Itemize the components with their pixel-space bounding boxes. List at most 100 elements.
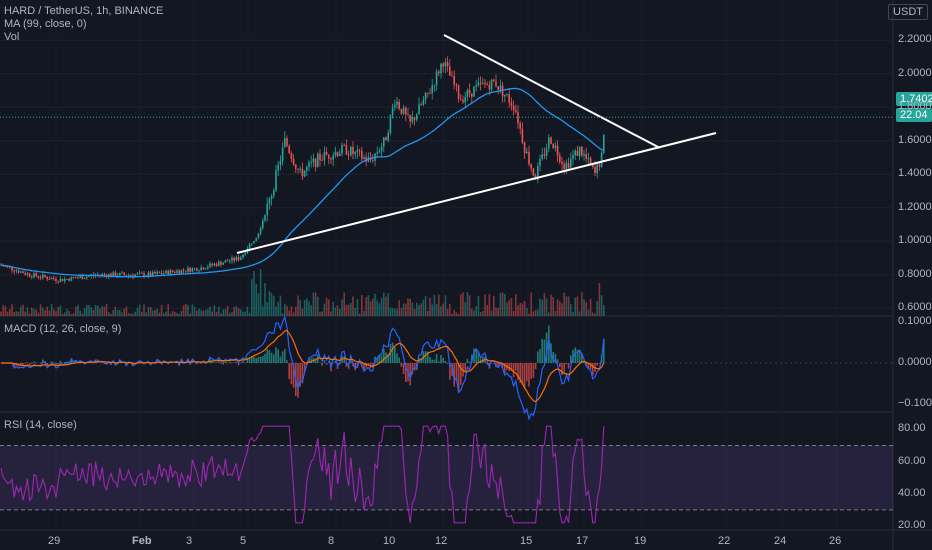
candle-body <box>275 170 277 191</box>
candle-body <box>526 151 528 154</box>
candle-body <box>114 272 117 277</box>
volume-bar <box>112 310 114 316</box>
volume-bar <box>411 302 414 316</box>
volume-bar <box>552 297 554 316</box>
volume-bar <box>325 297 328 316</box>
macd-histogram-bar <box>543 339 546 363</box>
candle-body <box>537 165 539 180</box>
macd-histogram-bar <box>213 362 216 363</box>
macd-histogram-bar <box>383 348 385 363</box>
macd-histogram-bar <box>402 363 405 375</box>
volume-bar <box>90 307 92 316</box>
macd-histogram-bar <box>231 362 233 363</box>
volume-bar <box>508 300 510 316</box>
candle-body <box>361 150 363 159</box>
macd-histogram-bar <box>552 351 554 363</box>
volume-bar <box>374 293 376 316</box>
candle-body <box>77 277 79 279</box>
volume-bar <box>385 296 387 316</box>
last-price-badge: 1.7402 <box>896 92 932 106</box>
candle-body <box>130 274 132 276</box>
macd-histogram-bar <box>218 360 220 363</box>
date-tick-label: 8 <box>328 535 335 547</box>
volume-bar <box>94 304 97 316</box>
volume-bar <box>167 304 169 316</box>
macd-histogram-bar <box>433 359 436 363</box>
volume-bar <box>477 296 480 316</box>
macd-histogram-bar <box>64 361 66 363</box>
volume-bar <box>220 313 222 316</box>
volume-bar <box>418 304 420 316</box>
candle-body <box>11 267 13 271</box>
macd-histogram-bar <box>253 357 255 363</box>
volume-bar <box>286 306 288 316</box>
macd-histogram-bar <box>563 363 565 373</box>
volume-bar <box>66 309 68 316</box>
candle-body <box>61 278 64 282</box>
candle-body <box>418 104 420 115</box>
candle-body <box>336 152 339 157</box>
macd-histogram-bar <box>477 352 480 363</box>
candle-body <box>389 115 392 133</box>
candle-body <box>457 85 460 99</box>
macd-histogram-bar <box>66 361 68 363</box>
volume-bar <box>598 283 601 316</box>
price-tick-label: 1.6000 <box>898 133 932 146</box>
volume-bar <box>449 303 451 316</box>
macd-histogram-bar <box>270 352 273 363</box>
candle-body <box>585 154 587 159</box>
volume-bar <box>191 304 194 316</box>
candle-body <box>17 270 20 273</box>
macd-histogram-bar <box>345 363 348 367</box>
macd-histogram-bar <box>389 344 392 363</box>
volume-bar <box>224 309 227 316</box>
volume-bar <box>471 308 473 316</box>
candle-body <box>251 243 253 245</box>
candle-body <box>394 105 396 108</box>
volume-bar <box>479 311 482 316</box>
candle-body <box>273 190 275 197</box>
ma-line <box>0 87 605 278</box>
volume-bar <box>171 310 174 316</box>
volume-bar <box>46 306 48 316</box>
macd-histogram-bar <box>519 363 521 383</box>
candle-body <box>174 271 176 273</box>
candle-body <box>325 151 328 155</box>
candle-body <box>15 270 18 272</box>
macd-histogram-bar <box>530 363 532 379</box>
resistance-trendline <box>443 34 661 149</box>
rsi-band <box>0 445 893 510</box>
volume-bar <box>116 310 119 316</box>
candle-body <box>284 138 286 148</box>
macd-histogram-bar <box>596 363 598 366</box>
candle-body <box>233 257 235 261</box>
macd-histogram-bar <box>251 356 253 363</box>
macd-histogram-bar <box>561 363 563 375</box>
volume-bar <box>200 310 202 316</box>
volume-bar <box>589 298 592 316</box>
currency-badge[interactable]: USDT <box>888 4 928 20</box>
volume-badge: 22.04 <box>896 108 932 122</box>
candle-body <box>554 145 557 148</box>
macd-histogram-bar <box>299 363 301 387</box>
candle-body <box>600 152 603 167</box>
candle-body <box>143 273 145 277</box>
volume-bar <box>306 298 308 316</box>
volume-bar <box>154 310 156 316</box>
candle-body <box>592 165 594 167</box>
macd-histogram-bar <box>211 360 213 363</box>
candle-body <box>466 90 469 98</box>
volume-bar <box>402 303 405 316</box>
candle-body <box>35 273 37 277</box>
volume-bar <box>33 309 35 316</box>
macd-histogram-bar <box>202 362 205 363</box>
volume-bar <box>319 311 321 316</box>
candle-body <box>187 267 189 272</box>
candle-body <box>231 257 233 261</box>
volume-bar <box>299 300 301 316</box>
volume-bar <box>185 304 187 316</box>
macd-histogram-bar <box>589 363 592 370</box>
volume-bar <box>387 293 389 316</box>
volume-bar <box>332 301 334 316</box>
